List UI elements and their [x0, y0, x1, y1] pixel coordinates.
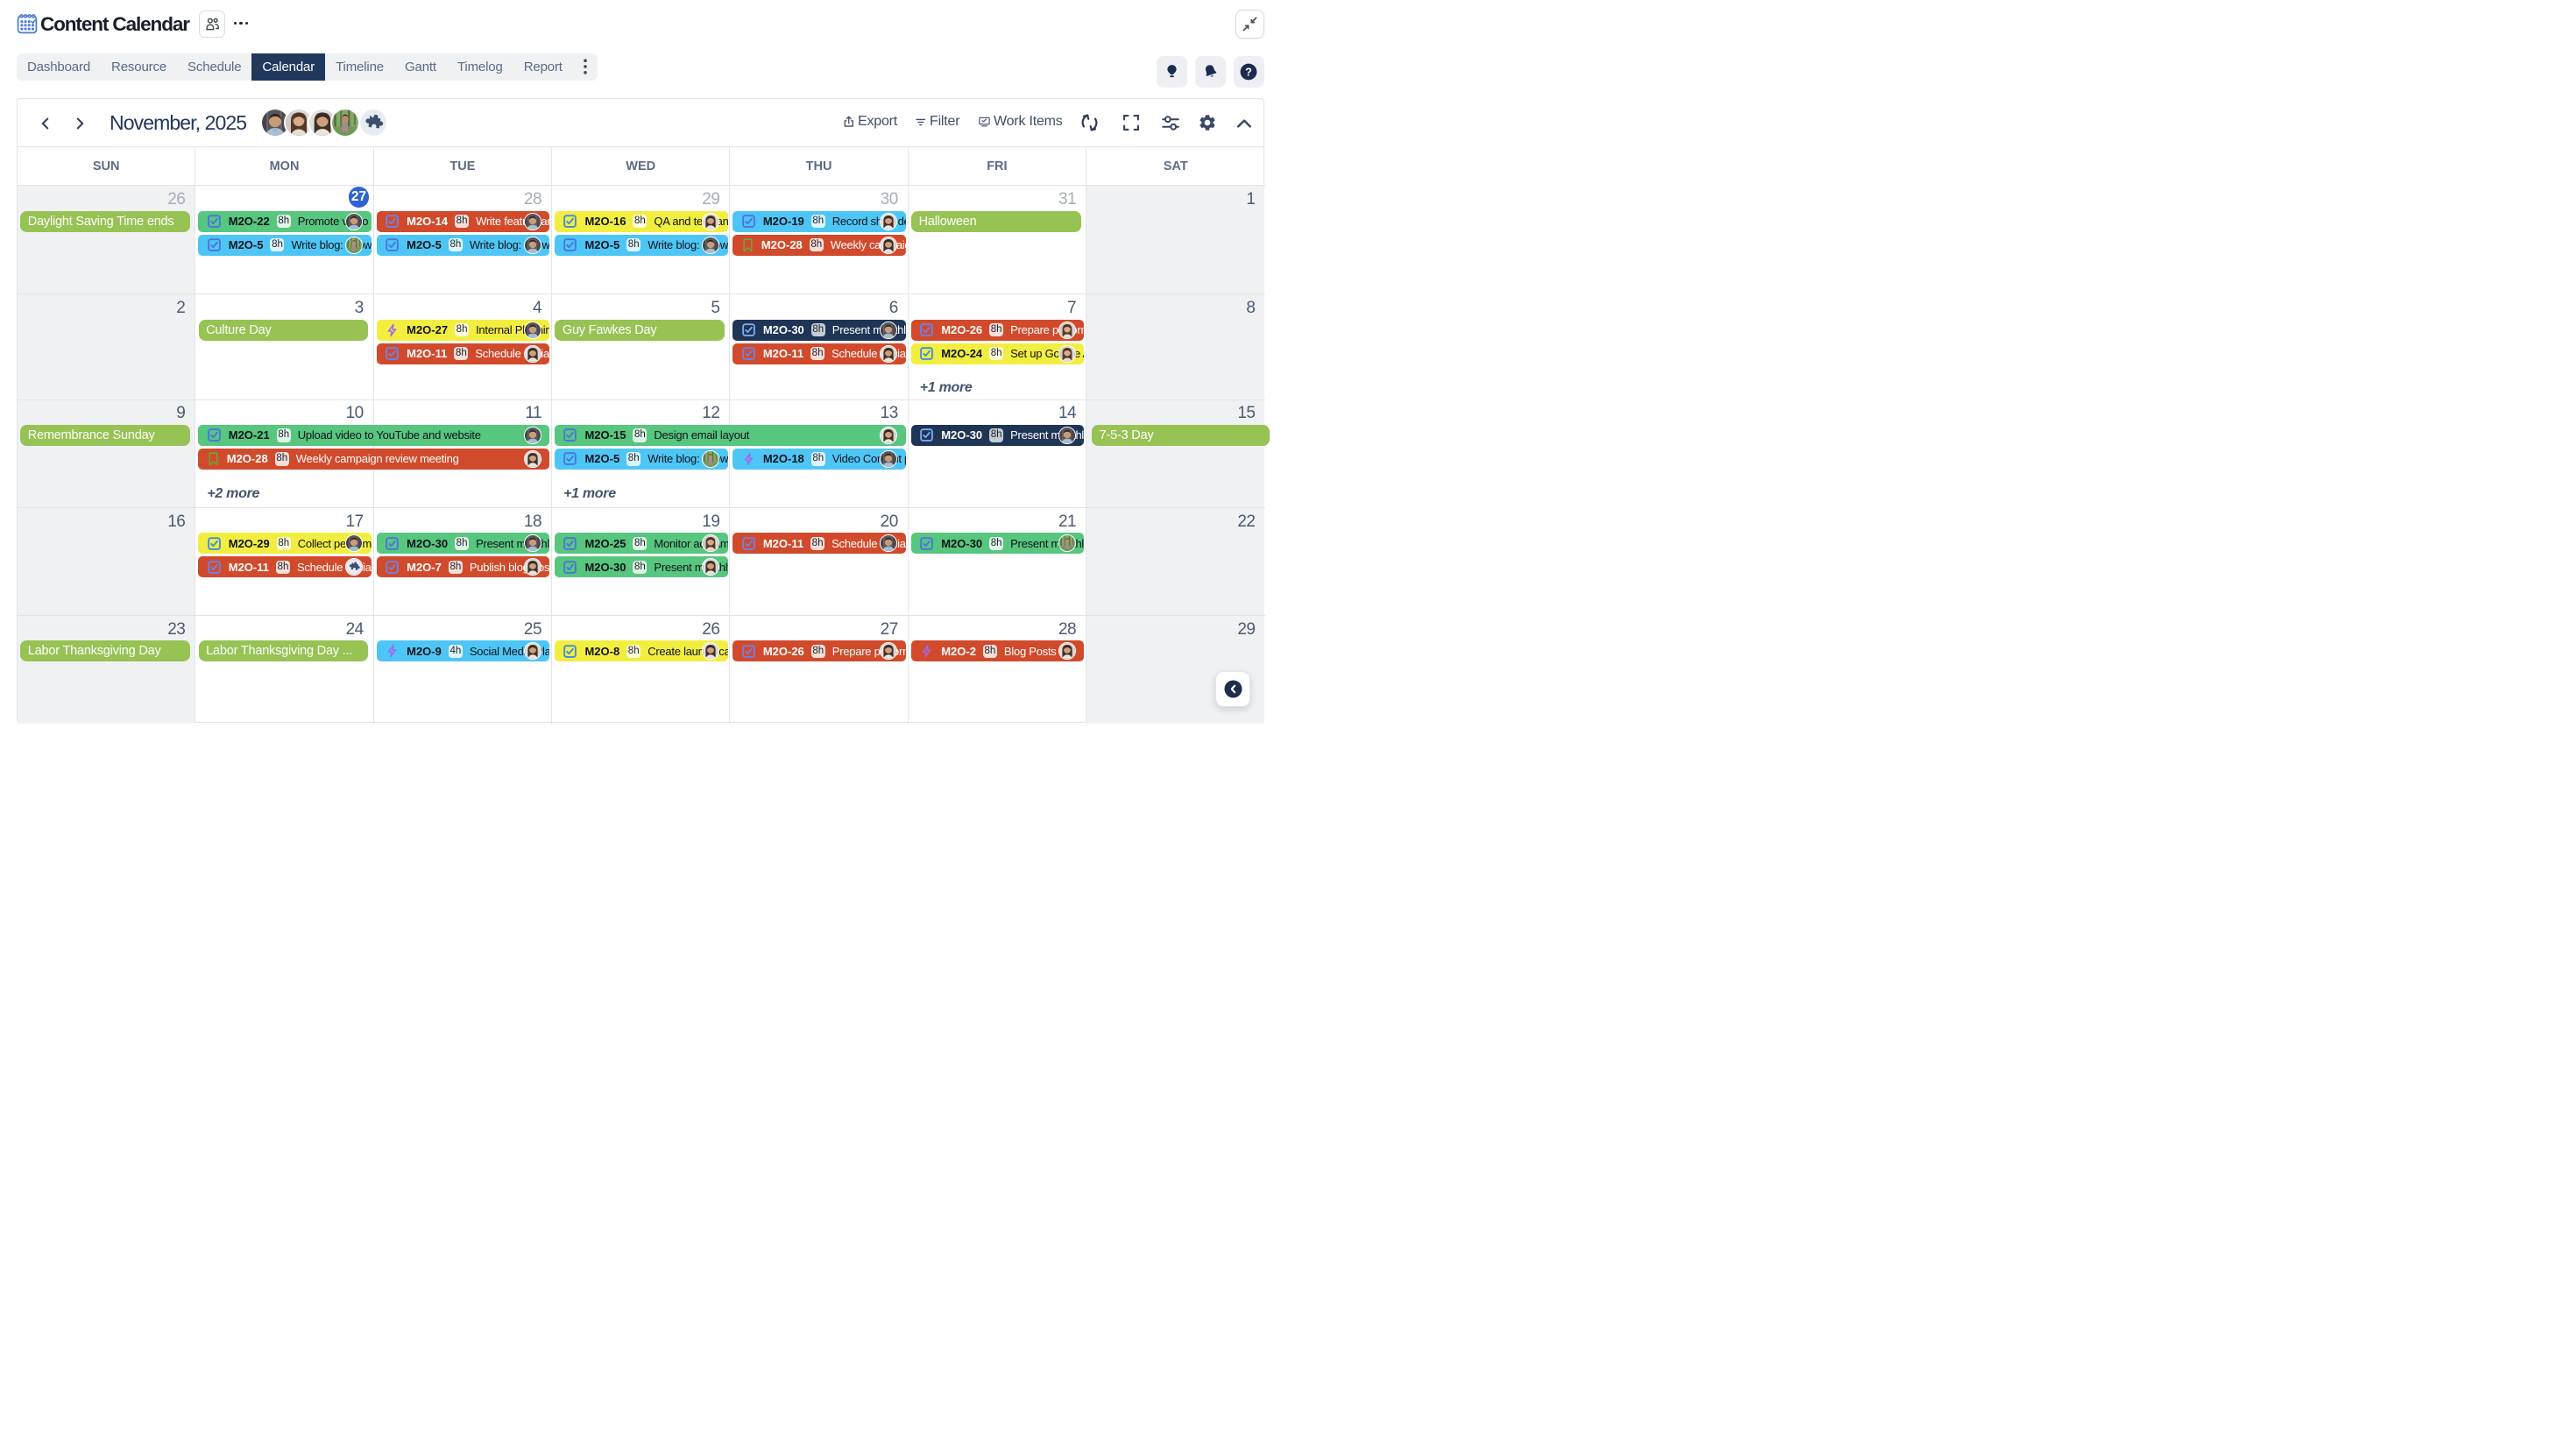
svg-text:?: ?	[1245, 66, 1252, 78]
